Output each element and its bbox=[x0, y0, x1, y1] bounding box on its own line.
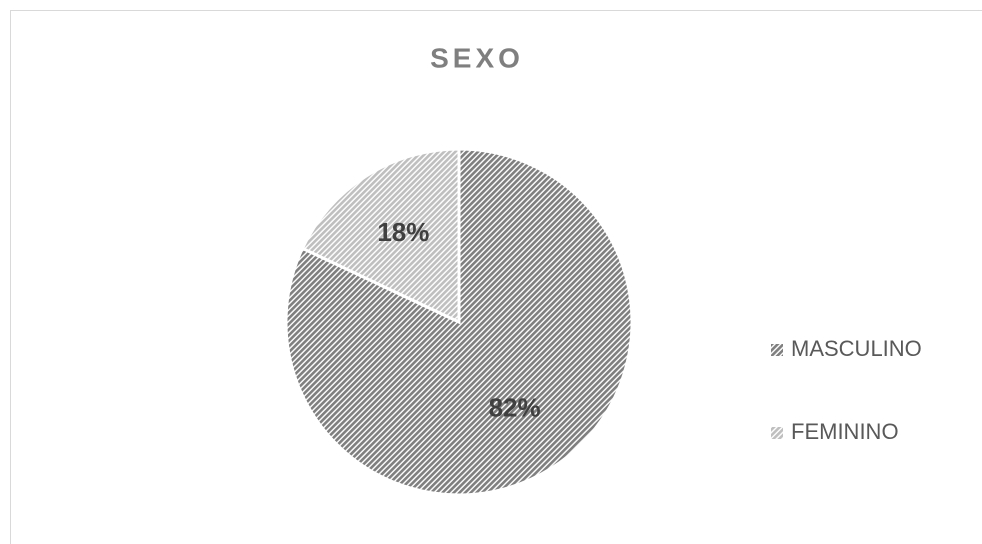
data-label: 18% bbox=[377, 217, 429, 247]
chart-title: SEXO bbox=[430, 42, 524, 73]
pie-slice bbox=[300, 147, 461, 325]
legend-swatch bbox=[771, 344, 783, 356]
legend-label: MASCULINO bbox=[791, 336, 922, 361]
data-label: 82% bbox=[489, 393, 541, 423]
legend-label: FEMININO bbox=[791, 419, 899, 444]
legend-swatch bbox=[771, 427, 783, 439]
